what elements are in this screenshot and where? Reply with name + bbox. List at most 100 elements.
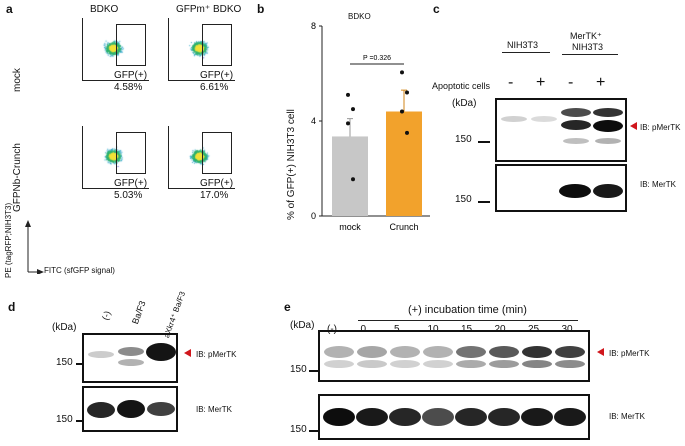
y-axis-label: PE (tagRFP;NIH3T3) [4, 202, 13, 278]
col-header-gfpm-bdko: GFPm⁺ BDKO [176, 4, 242, 15]
mw-150: 150 [290, 364, 307, 375]
axis-arrows [25, 220, 44, 274]
x-tick-label: mock [339, 222, 361, 232]
blot-e-pmertk [318, 330, 590, 382]
mw-150: 150 [56, 357, 73, 368]
mw-150: 150 [455, 194, 472, 205]
band [563, 138, 589, 144]
band [146, 343, 176, 361]
ib-pmertk-label: IB: pMerTK [640, 123, 681, 132]
lane-label: (-) [100, 309, 113, 322]
band [324, 360, 354, 368]
row-label-mock: mock [12, 68, 23, 92]
mw-tick [309, 370, 319, 372]
band [118, 359, 144, 366]
lane-label: 30 [561, 324, 573, 335]
band [88, 351, 114, 358]
ib-pmertk-label: IB: pMerTK [609, 349, 650, 358]
mw-tick [309, 430, 319, 432]
band [455, 408, 487, 426]
gfp-gate [202, 132, 232, 174]
data-point [400, 70, 404, 75]
flow-plot-mock-bdko [82, 18, 149, 81]
lane-label: 25 [528, 324, 540, 335]
group-underline [502, 52, 550, 53]
mw-tick [76, 420, 84, 422]
gfp-gate [116, 24, 146, 66]
kda-label: (kDa) [290, 320, 315, 331]
kda-label: (kDa) [52, 322, 77, 333]
panel-d-label: d [8, 300, 16, 314]
band [357, 346, 387, 358]
band [522, 360, 552, 368]
x-axis-label: FITC (sfGFP signal) [44, 266, 115, 275]
band [595, 138, 621, 144]
band [559, 184, 591, 198]
flow-plot-crunch-bdko [82, 126, 149, 189]
incubation-header: (+) incubation time (min) [408, 304, 527, 316]
band [323, 408, 355, 426]
band [561, 108, 591, 117]
col-header-bdko: BDKO [90, 4, 119, 15]
bar [332, 136, 368, 216]
band [324, 346, 354, 358]
ib-mertk-label: IB: MerTK [640, 180, 677, 189]
y-tick-label: 4 [311, 116, 316, 126]
band [423, 346, 453, 358]
gate-label: GFP(+) [200, 70, 234, 81]
band [389, 408, 421, 426]
blot-e-mertk [318, 394, 590, 440]
lane-label: (-) [327, 324, 337, 335]
group-underline [562, 54, 618, 55]
kda-label: (kDa) [452, 98, 477, 109]
band [456, 346, 486, 358]
band [531, 116, 557, 122]
band [593, 184, 623, 198]
lane-label: Ba/F3 [130, 299, 148, 326]
band [501, 116, 527, 122]
x-tick-label: Crunch [389, 222, 418, 232]
mw-150: 150 [56, 414, 73, 425]
panel-a-label: a [6, 2, 13, 16]
band [118, 347, 144, 356]
gate-percent: 5.03% [114, 190, 143, 201]
gate-label: GFP(+) [114, 70, 148, 81]
gate-label: GFP(+) [200, 178, 234, 189]
mw-150: 150 [455, 134, 472, 145]
mw-tick [478, 141, 490, 143]
mw-150: 150 [290, 424, 307, 435]
bar [386, 111, 422, 216]
lane-label: 10 [427, 324, 439, 335]
col-group-mertk: MerTK⁺ [570, 31, 602, 41]
band [521, 408, 553, 426]
gfp-gate [116, 132, 146, 174]
p-value-annotation: P =0.326 [363, 55, 391, 62]
band [390, 346, 420, 358]
chart-title: BDKO [348, 12, 371, 21]
data-point [351, 177, 355, 182]
band [554, 408, 586, 426]
panel-e-label: e [284, 300, 291, 314]
blot-c-pmertk [495, 98, 627, 162]
data-point [405, 90, 409, 95]
band [489, 360, 519, 368]
sign-plus: + [596, 74, 606, 91]
band [561, 120, 591, 130]
sign-minus: - [568, 74, 574, 91]
panel-b-label: b [257, 2, 265, 16]
col-group-nih3t3-2: NIH3T3 [572, 42, 604, 52]
data-point [346, 92, 350, 97]
lane-label: 5 [394, 324, 400, 335]
lane-label: 15 [461, 324, 473, 335]
sign-plus: + [536, 74, 546, 91]
gate-percent: 4.58% [114, 82, 143, 93]
band [117, 400, 145, 418]
band [357, 360, 387, 368]
bar-chart: 0 4 8 mock Crunch P =0.326 [311, 21, 430, 232]
band [356, 408, 388, 426]
gfp-gate [202, 24, 232, 66]
lane-label: 0 [360, 324, 367, 335]
ib-mertk-label: IB: MerTK [609, 412, 646, 421]
band [593, 120, 623, 132]
blot-d-mertk [82, 386, 178, 432]
